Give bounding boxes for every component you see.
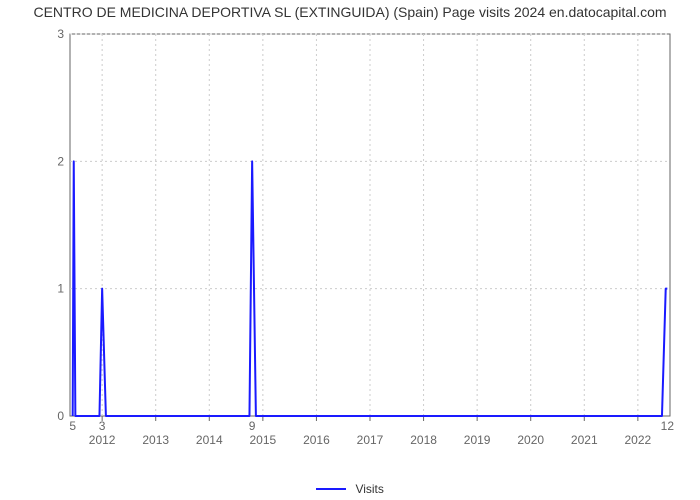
- svg-text:2013: 2013: [142, 433, 169, 447]
- svg-text:12: 12: [661, 419, 675, 433]
- svg-text:2014: 2014: [196, 433, 223, 447]
- svg-text:5: 5: [69, 419, 76, 433]
- svg-text:2020: 2020: [517, 433, 544, 447]
- svg-text:2022: 2022: [625, 433, 652, 447]
- plot-area: 0123201220132014201520162017201820192020…: [50, 26, 680, 456]
- svg-text:2017: 2017: [357, 433, 384, 447]
- svg-text:9: 9: [249, 419, 256, 433]
- svg-text:2021: 2021: [571, 433, 598, 447]
- legend-label: Visits: [355, 482, 383, 496]
- svg-text:0: 0: [57, 409, 64, 423]
- svg-text:2019: 2019: [464, 433, 491, 447]
- chart-container: CENTRO DE MEDICINA DEPORTIVA SL (EXTINGU…: [0, 0, 700, 500]
- svg-text:2: 2: [57, 154, 64, 168]
- svg-text:3: 3: [57, 27, 64, 41]
- chart-title: CENTRO DE MEDICINA DEPORTIVA SL (EXTINGU…: [0, 4, 700, 20]
- svg-text:2018: 2018: [410, 433, 437, 447]
- legend-line: [316, 488, 346, 490]
- svg-text:3: 3: [99, 419, 106, 433]
- svg-text:2016: 2016: [303, 433, 330, 447]
- svg-text:2015: 2015: [250, 433, 277, 447]
- legend: Visits: [0, 481, 700, 496]
- svg-text:1: 1: [57, 282, 64, 296]
- svg-text:2012: 2012: [89, 433, 116, 447]
- chart-svg: 0123201220132014201520162017201820192020…: [50, 26, 680, 456]
